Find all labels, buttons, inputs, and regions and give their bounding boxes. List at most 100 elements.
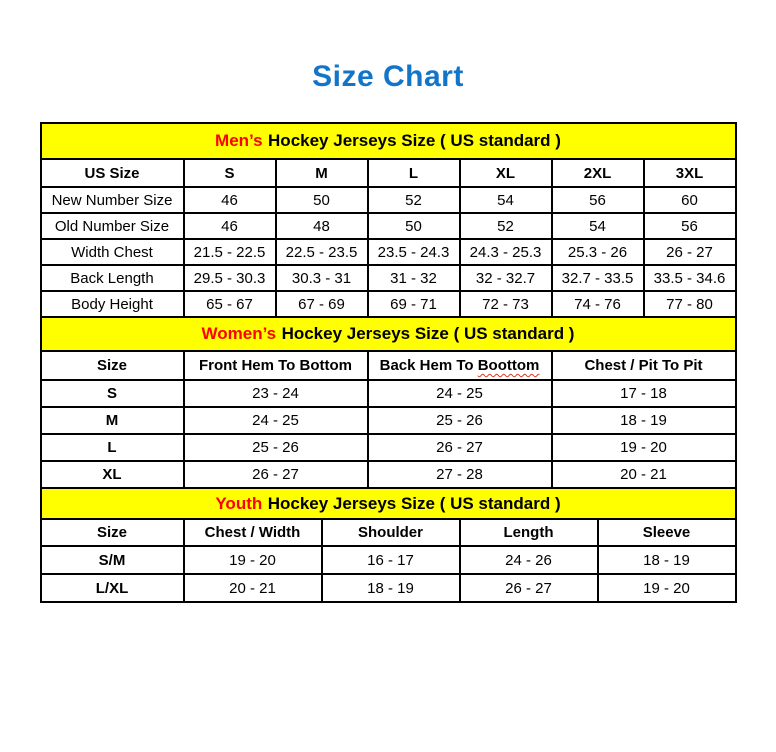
youth-section-banner: Youth Hockey Jerseys Size ( US standard ) bbox=[39, 487, 737, 520]
mens-size-table: Men’s Hockey Jerseys Size ( US standard )… bbox=[39, 122, 737, 318]
column-header: Front Hem To Bottom bbox=[182, 350, 369, 381]
column-header: Shoulder bbox=[320, 518, 461, 547]
cell: 26 - 27 bbox=[182, 460, 369, 489]
row-label: Body Height bbox=[39, 290, 185, 318]
cell: 16 - 17 bbox=[320, 545, 461, 575]
column-header: L bbox=[366, 158, 461, 188]
cell: 56 bbox=[642, 212, 737, 240]
cell: 26 - 27 bbox=[458, 573, 599, 603]
column-header: Chest / Pit To Pit bbox=[550, 350, 737, 381]
cell: 25.3 - 26 bbox=[550, 238, 645, 266]
cell: 18 - 19 bbox=[320, 573, 461, 603]
table-row: New Number Size 46 50 52 54 56 60 bbox=[39, 186, 737, 214]
cell: 22.5 - 23.5 bbox=[274, 238, 369, 266]
youth-banner-text: Hockey Jerseys Size ( US standard ) bbox=[267, 493, 561, 513]
table-row: L 25 - 26 26 - 27 19 - 20 bbox=[39, 433, 737, 462]
cell: 50 bbox=[366, 212, 461, 240]
cell: 56 bbox=[550, 186, 645, 214]
cell: 20 - 21 bbox=[550, 460, 737, 489]
misspelled-word: Boottom bbox=[477, 357, 540, 374]
table-row: L/XL 20 - 21 18 - 19 26 - 27 19 - 20 bbox=[39, 573, 737, 603]
cell: 21.5 - 22.5 bbox=[182, 238, 277, 266]
table-row: S 23 - 24 24 - 25 17 - 18 bbox=[39, 379, 737, 408]
column-header: US Size bbox=[39, 158, 185, 188]
cell: 60 bbox=[642, 186, 737, 214]
cell: 24 - 26 bbox=[458, 545, 599, 575]
table-row: Width Chest 21.5 - 22.5 22.5 - 23.5 23.5… bbox=[39, 238, 737, 266]
cell: 52 bbox=[458, 212, 553, 240]
cell: 19 - 20 bbox=[182, 545, 323, 575]
mens-banner-cell: Men’s Hockey Jerseys Size ( US standard ) bbox=[39, 122, 737, 160]
cell: 31 - 32 bbox=[366, 264, 461, 292]
column-header: Chest / Width bbox=[182, 518, 323, 547]
column-header: S bbox=[182, 158, 277, 188]
cell: 48 bbox=[274, 212, 369, 240]
cell: 32 - 32.7 bbox=[458, 264, 553, 292]
cell: 18 - 19 bbox=[596, 545, 737, 575]
row-label: Width Chest bbox=[39, 238, 185, 266]
cell: 25 - 26 bbox=[182, 433, 369, 462]
mens-header-row: US Size S M L XL 2XL 3XL bbox=[39, 158, 737, 188]
column-header: 3XL bbox=[642, 158, 737, 188]
column-header: Length bbox=[458, 518, 599, 547]
row-label: L bbox=[39, 433, 185, 462]
cell: 24.3 - 25.3 bbox=[458, 238, 553, 266]
womens-banner-highlight: Women’s bbox=[201, 324, 277, 343]
table-row: Old Number Size 46 48 50 52 54 56 bbox=[39, 212, 737, 240]
row-label: Back Length bbox=[39, 264, 185, 292]
cell: 29.5 - 30.3 bbox=[182, 264, 277, 292]
cell: 27 - 28 bbox=[366, 460, 553, 489]
cell: 32.7 - 33.5 bbox=[550, 264, 645, 292]
row-label: L/XL bbox=[39, 573, 185, 603]
row-label: XL bbox=[39, 460, 185, 489]
cell: 69 - 71 bbox=[366, 290, 461, 318]
table-row: Body Height 65 - 67 67 - 69 69 - 71 72 -… bbox=[39, 290, 737, 318]
cell: 72 - 73 bbox=[458, 290, 553, 318]
table-row: Back Length 29.5 - 30.3 30.3 - 31 31 - 3… bbox=[39, 264, 737, 292]
row-label: S bbox=[39, 379, 185, 408]
column-header: Sleeve bbox=[596, 518, 737, 547]
cell: 65 - 67 bbox=[182, 290, 277, 318]
cell: 74 - 76 bbox=[550, 290, 645, 318]
cell: 46 bbox=[182, 212, 277, 240]
cell: 46 bbox=[182, 186, 277, 214]
cell: 17 - 18 bbox=[550, 379, 737, 408]
cell: 50 bbox=[274, 186, 369, 214]
column-header: Size bbox=[39, 518, 185, 547]
cell: 26 - 27 bbox=[366, 433, 553, 462]
womens-size-table: Women’s Hockey Jerseys Size ( US standard… bbox=[39, 316, 737, 489]
column-header: M bbox=[274, 158, 369, 188]
column-header-misspelled: Back Hem To Boottom bbox=[366, 350, 553, 381]
cell: 23.5 - 24.3 bbox=[366, 238, 461, 266]
youth-size-table: Youth Hockey Jerseys Size ( US standard )… bbox=[39, 487, 737, 603]
youth-banner-cell: Youth Hockey Jerseys Size ( US standard ) bbox=[39, 487, 737, 520]
womens-banner-text: Hockey Jerseys Size ( US standard ) bbox=[281, 324, 575, 343]
column-header: Size bbox=[39, 350, 185, 381]
row-label: M bbox=[39, 406, 185, 435]
cell: 54 bbox=[550, 212, 645, 240]
cell: 52 bbox=[366, 186, 461, 214]
womens-banner-cell: Women’s Hockey Jerseys Size ( US standard… bbox=[39, 316, 737, 352]
womens-section-banner: Women’s Hockey Jerseys Size ( US standard… bbox=[39, 316, 737, 352]
cell: 25 - 26 bbox=[366, 406, 553, 435]
cell: 20 - 21 bbox=[182, 573, 323, 603]
column-header: XL bbox=[458, 158, 553, 188]
mens-section-banner: Men’s Hockey Jerseys Size ( US standard ) bbox=[39, 122, 737, 160]
cell: 67 - 69 bbox=[274, 290, 369, 318]
cell: 26 - 27 bbox=[642, 238, 737, 266]
cell: 33.5 - 34.6 bbox=[642, 264, 737, 292]
cell: 77 - 80 bbox=[642, 290, 737, 318]
cell: 18 - 19 bbox=[550, 406, 737, 435]
cell: 23 - 24 bbox=[182, 379, 369, 408]
youth-header-row: Size Chest / Width Shoulder Length Sleev… bbox=[39, 518, 737, 547]
cell: 54 bbox=[458, 186, 553, 214]
cell: 19 - 20 bbox=[596, 573, 737, 603]
row-label: New Number Size bbox=[39, 186, 185, 214]
size-chart-page: Size Chart Men’s Hockey Jerseys Size ( US… bbox=[39, 60, 737, 603]
row-label: S/M bbox=[39, 545, 185, 575]
column-header: 2XL bbox=[550, 158, 645, 188]
column-header-text: Back Hem To bbox=[379, 357, 474, 374]
cell: 24 - 25 bbox=[366, 379, 553, 408]
cell: 24 - 25 bbox=[182, 406, 369, 435]
row-label: Old Number Size bbox=[39, 212, 185, 240]
